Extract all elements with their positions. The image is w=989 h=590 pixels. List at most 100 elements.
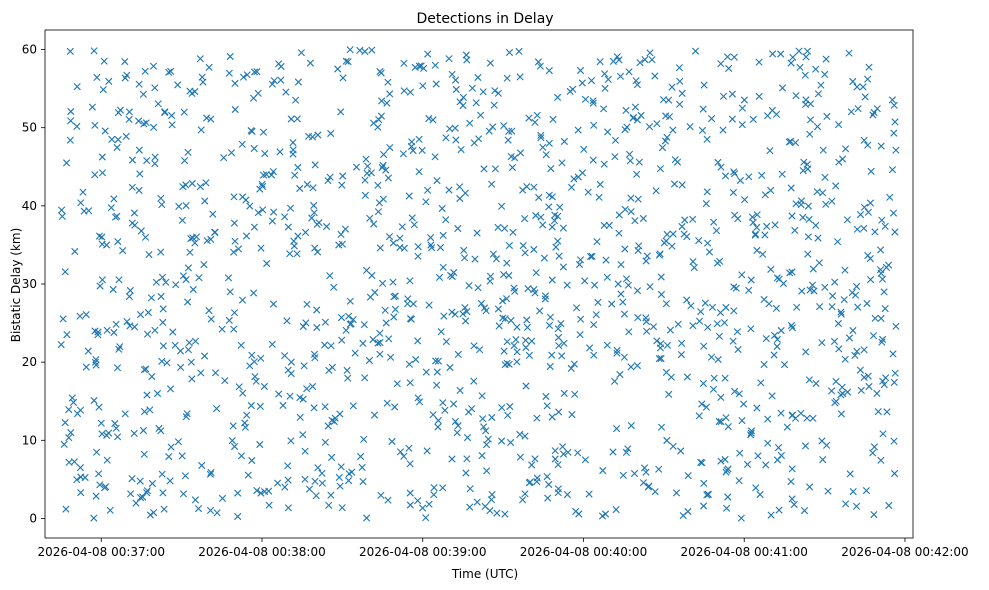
data-point — [419, 504, 427, 512]
data-point — [339, 172, 347, 180]
data-point — [199, 78, 207, 86]
data-point — [874, 408, 882, 416]
data-point — [263, 259, 271, 268]
data-point — [200, 261, 208, 269]
data-point — [337, 314, 346, 322]
data-point — [463, 308, 471, 316]
data-point — [870, 443, 878, 451]
data-point — [546, 313, 554, 321]
data-point — [540, 254, 548, 262]
data-point — [835, 345, 843, 353]
data-point — [676, 100, 684, 108]
data-point — [241, 423, 249, 431]
data-point — [860, 203, 868, 211]
data-point — [731, 387, 739, 395]
data-point — [849, 77, 857, 86]
data-point — [142, 365, 150, 373]
data-point — [284, 223, 292, 231]
data-point — [842, 145, 850, 153]
data-point — [635, 158, 643, 166]
data-point — [596, 180, 604, 188]
data-point — [636, 59, 644, 67]
data-point — [864, 208, 872, 216]
data-point — [877, 456, 885, 464]
data-point — [452, 136, 460, 144]
data-point — [730, 307, 738, 315]
data-point — [725, 64, 733, 72]
data-point — [738, 121, 746, 129]
data-point — [158, 273, 167, 281]
data-point — [575, 510, 583, 518]
data-point — [162, 278, 170, 286]
data-point — [531, 118, 539, 126]
data-point — [238, 140, 246, 148]
data-point — [106, 506, 114, 514]
data-point — [753, 211, 761, 219]
data-point — [130, 209, 138, 217]
data-point — [777, 451, 785, 460]
data-point — [631, 103, 639, 111]
y-tick-label: 60 — [22, 43, 37, 57]
data-point — [179, 272, 187, 280]
data-point — [563, 491, 571, 499]
data-point — [339, 74, 347, 82]
data-point — [867, 167, 875, 175]
data-point — [604, 75, 612, 83]
data-point — [795, 47, 803, 55]
data-point — [430, 491, 438, 499]
data-point — [98, 276, 106, 284]
data-point — [662, 300, 670, 308]
data-point — [493, 509, 501, 517]
data-point — [801, 442, 810, 450]
data-point — [382, 166, 390, 174]
data-point — [555, 252, 563, 260]
data-point — [342, 57, 350, 65]
data-point — [507, 153, 515, 161]
data-point — [338, 181, 346, 189]
data-point — [620, 310, 629, 318]
data-point — [505, 271, 513, 280]
data-point — [391, 305, 399, 313]
data-point — [683, 233, 691, 241]
data-point — [82, 363, 90, 371]
data-point — [123, 318, 131, 326]
data-point — [438, 204, 446, 213]
data-point — [556, 203, 564, 211]
data-point — [311, 477, 319, 485]
data-point — [91, 121, 99, 129]
data-point — [90, 514, 98, 522]
data-point — [234, 245, 243, 253]
data-point — [328, 453, 336, 461]
data-point — [649, 323, 658, 331]
data-point — [414, 337, 422, 345]
data-point — [551, 447, 559, 455]
data-point — [276, 148, 284, 156]
data-point — [230, 309, 239, 317]
data-point — [714, 158, 722, 166]
data-point — [196, 183, 204, 191]
data-point — [358, 463, 366, 471]
data-point — [91, 327, 99, 335]
data-point — [425, 500, 433, 508]
data-point — [398, 223, 406, 231]
data-point — [792, 200, 800, 208]
data-point — [687, 302, 695, 310]
data-point — [703, 491, 711, 499]
data-point — [461, 254, 469, 262]
data-point — [404, 295, 412, 303]
data-point — [442, 216, 450, 224]
data-point — [883, 408, 891, 416]
data-point — [878, 275, 887, 283]
y-tick-label: 0 — [29, 511, 37, 525]
data-point — [206, 506, 215, 514]
data-point — [93, 73, 101, 81]
data-point — [666, 326, 674, 334]
data-point — [96, 282, 104, 290]
data-point — [768, 392, 776, 400]
data-point — [407, 142, 416, 151]
data-point — [491, 165, 499, 173]
data-point — [880, 381, 888, 389]
data-point — [741, 196, 749, 204]
data-point — [137, 494, 145, 502]
data-point — [829, 292, 837, 300]
